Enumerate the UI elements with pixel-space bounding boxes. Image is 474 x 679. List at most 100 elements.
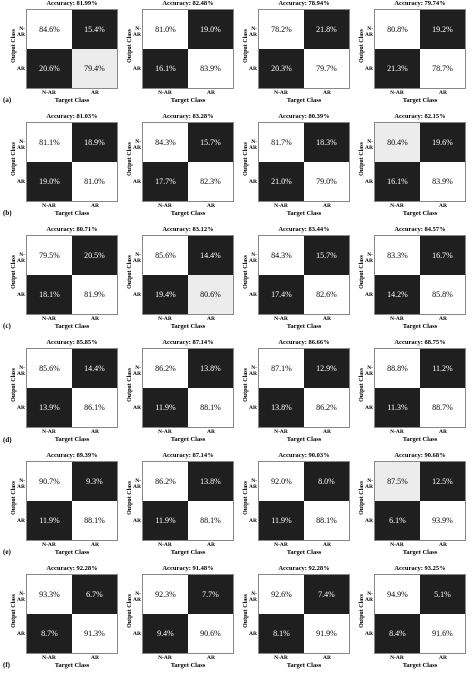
x-axis-label: Target Class: [402, 210, 438, 217]
matrix-grid: 81.1% 18.9% 19.0% 81.0%: [26, 122, 118, 202]
target-class-label: AR: [91, 316, 99, 322]
accuracy-title: Accuracy: 92.28%: [46, 565, 98, 572]
x-axis-label: Target Class: [54, 549, 90, 556]
confusion-matrix: Accuracy: 85.85% Output Class 85.6% 14.4% 13…: [8, 339, 126, 451]
x-axis-label: Target Class: [170, 210, 206, 217]
target-class-label: AR: [91, 542, 99, 548]
x-axis-label: Target Class: [286, 97, 322, 104]
matrix-cell: 88.7%: [420, 388, 465, 427]
matrix-grid: 78.2% 21.8% 20.3% 79.7%: [258, 9, 350, 89]
matrix-cell: 86.2%: [143, 462, 188, 501]
output-class-label: N-AR: [249, 139, 257, 151]
row-label: (f): [3, 661, 10, 669]
matrix-grid: 80.4% 19.6% 16.1% 83.9%: [374, 122, 466, 202]
output-class-label: AR: [365, 66, 373, 72]
confusion-matrix: Accuracy: 83.12% Output Class 85.6% 14.4% 19…: [124, 226, 242, 338]
accuracy-title: Accuracy: 88.75%: [394, 339, 446, 346]
accuracy-title: Accuracy: 82.48%: [162, 0, 214, 7]
target-class-label: AR: [207, 655, 215, 661]
x-axis-label: Target Class: [170, 662, 206, 669]
output-class-label: AR: [133, 292, 141, 298]
matrix-cell: 16.7%: [420, 236, 465, 275]
matrix-cell: 8.0%: [304, 462, 349, 501]
matrix-cell: 16.1%: [143, 49, 188, 88]
output-class-label: AR: [365, 518, 373, 524]
accuracy-title: Accuracy: 90.03%: [278, 452, 330, 459]
target-class-label: N-AR: [274, 542, 288, 548]
target-class-label: N-AR: [158, 90, 172, 96]
matrix-cell: 80.6%: [188, 275, 233, 314]
matrix-cell: 87.5%: [375, 462, 420, 501]
accuracy-title: Accuracy: 81.99%: [46, 0, 98, 7]
matrix-cell: 15.7%: [188, 123, 233, 162]
matrix-cell: 17.7%: [143, 162, 188, 201]
target-class-label: N-AR: [390, 90, 404, 96]
target-class-label: AR: [323, 203, 331, 209]
confusion-matrix: Accuracy: 80.39% Output Class 81.7% 18.3% 21…: [240, 113, 358, 225]
target-class-label: N-AR: [390, 203, 404, 209]
confusion-matrix: Accuracy: 89.39% Output Class 90.7% 9.3% 11.…: [8, 452, 126, 564]
target-class-label: N-AR: [390, 429, 404, 435]
matrix-cell: 79.0%: [304, 162, 349, 201]
matrix-cell: 21.3%: [375, 49, 420, 88]
output-class-label: N-AR: [133, 252, 141, 264]
matrix-cell: 81.1%: [27, 123, 72, 162]
target-class-label: N-AR: [158, 542, 172, 548]
accuracy-title: Accuracy: 83.28%: [162, 113, 214, 120]
matrix-grid: 84.3% 15.7% 17.4% 82.6%: [258, 235, 350, 315]
matrix-cell: 90.7%: [27, 462, 72, 501]
matrix-cell: 88.1%: [72, 501, 117, 540]
matrix-cell: 78.7%: [420, 49, 465, 88]
matrix-cell: 81.0%: [72, 162, 117, 201]
matrix-cell: 85.6%: [27, 349, 72, 388]
matrix-cell: 87.1%: [259, 349, 304, 388]
confusion-matrix: Accuracy: 92.28% Output Class 93.3% 6.7% 8.7…: [8, 565, 126, 677]
target-class-label: AR: [207, 203, 215, 209]
x-axis-label: Target Class: [54, 97, 90, 104]
confusion-matrix: Accuracy: 90.68% Output Class 87.5% 12.5% 6.…: [356, 452, 474, 564]
target-class-label: N-AR: [274, 655, 288, 661]
output-class-label: N-AR: [17, 26, 25, 38]
matrix-cell: 80.4%: [375, 123, 420, 162]
confusion-matrix: Accuracy: 83.28% Output Class 84.3% 15.7% 17…: [124, 113, 242, 225]
target-class-label: AR: [91, 429, 99, 435]
matrix-cell: 83.3%: [375, 236, 420, 275]
target-class-label: N-AR: [158, 203, 172, 209]
matrix-cell: 9.4%: [143, 614, 188, 653]
matrix-cell: 86.2%: [304, 388, 349, 427]
target-class-label: AR: [323, 316, 331, 322]
target-class-label: AR: [207, 542, 215, 548]
matrix-cell: 11.3%: [375, 388, 420, 427]
target-class-label: AR: [91, 90, 99, 96]
matrix-cell: 21.0%: [259, 162, 304, 201]
accuracy-title: Accuracy: 91.48%: [162, 565, 214, 572]
confusion-matrix: Accuracy: 90.03% Output Class 92.0% 8.0% 11.…: [240, 452, 358, 564]
output-class-label: N-AR: [365, 478, 373, 490]
output-class-label: AR: [249, 405, 257, 411]
target-class-label: N-AR: [274, 203, 288, 209]
matrix-cell: 21.8%: [304, 10, 349, 49]
target-class-label: AR: [439, 90, 447, 96]
matrix-cell: 81.0%: [143, 10, 188, 49]
x-axis-label: Target Class: [402, 549, 438, 556]
matrix-cell: 7.4%: [304, 575, 349, 614]
output-class-label: N-AR: [133, 139, 141, 151]
matrix-grid: 85.6% 14.4% 19.4% 80.6%: [142, 235, 234, 315]
row-label: (b): [3, 209, 12, 217]
output-class-label: N-AR: [17, 478, 25, 490]
accuracy-title: Accuracy: 93.25%: [394, 565, 446, 572]
matrix-cell: 81.7%: [259, 123, 304, 162]
target-class-label: N-AR: [390, 542, 404, 548]
matrix-grid: 87.1% 12.9% 13.8% 86.2%: [258, 348, 350, 428]
matrix-cell: 20.6%: [27, 49, 72, 88]
matrix-cell: 88.1%: [188, 388, 233, 427]
output-class-label: AR: [249, 66, 257, 72]
target-class-label: AR: [207, 316, 215, 322]
x-axis-label: Target Class: [286, 662, 322, 669]
matrix-cell: 7.7%: [188, 575, 233, 614]
output-class-label: N-AR: [365, 139, 373, 151]
output-class-label: AR: [17, 518, 25, 524]
confusion-matrix: Accuracy: 87.14% Output Class 86.2% 13.8% 11…: [124, 339, 242, 451]
matrix-cell: 13.9%: [27, 388, 72, 427]
